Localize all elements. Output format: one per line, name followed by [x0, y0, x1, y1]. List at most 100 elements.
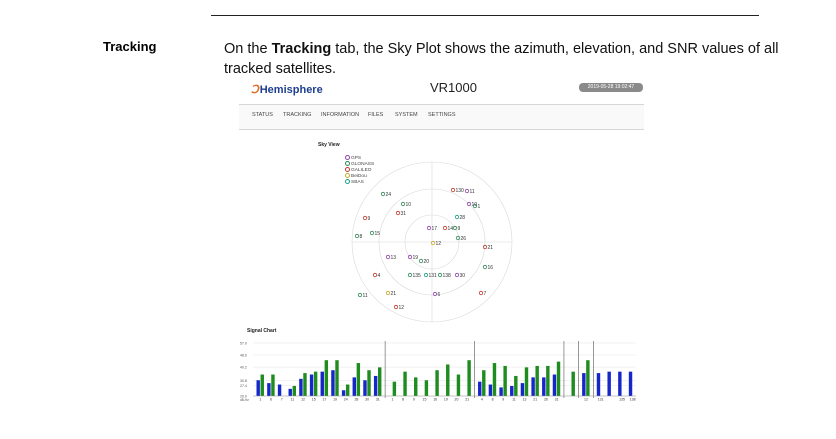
signal-bar-primary[interactable] [288, 388, 292, 396]
signal-bar-secondary[interactable] [356, 363, 361, 396]
signal-bar-primary[interactable] [277, 384, 282, 396]
signal-bar-secondary[interactable] [492, 363, 497, 396]
satellite-marker[interactable]: 130 [450, 187, 464, 194]
signal-bar-secondary[interactable] [424, 380, 429, 396]
signal-bar-primary[interactable] [628, 371, 633, 396]
signal-bar-primary[interactable] [488, 384, 493, 396]
signal-bar-secondary[interactable] [292, 385, 296, 396]
legend-beidou[interactable]: BeiDou [345, 173, 374, 179]
signal-bar-secondary[interactable] [546, 365, 550, 396]
signal-bar-secondary[interactable] [392, 381, 397, 396]
signal-bar-primary[interactable] [552, 374, 557, 396]
signal-bar-secondary[interactable] [535, 365, 539, 396]
nav-information[interactable]: INFORMATION [321, 112, 360, 118]
satellite-marker[interactable]: 26 [455, 235, 466, 242]
signal-bar-secondary[interactable] [556, 361, 561, 396]
signal-bar-primary[interactable] [320, 371, 324, 396]
satellite-marker[interactable]: 19 [407, 254, 418, 261]
signal-bar-secondary[interactable] [367, 370, 371, 396]
nav-settings[interactable]: SETTINGS [428, 112, 456, 118]
signal-bar-secondary[interactable] [482, 370, 486, 396]
satellite-marker[interactable]: 21 [482, 244, 493, 251]
signal-bar-secondary[interactable] [324, 360, 329, 396]
device-title: VR1000 [430, 80, 477, 95]
signal-bar-primary[interactable] [352, 377, 356, 396]
satellite-marker[interactable]: 12 [393, 304, 404, 311]
satellite-marker[interactable]: 30 [454, 272, 465, 279]
satellite-marker[interactable]: 13 [385, 254, 396, 261]
satellite-marker[interactable]: 16 [482, 264, 493, 271]
satellite-marker[interactable]: 12 [430, 240, 441, 247]
signal-bar-primary[interactable] [267, 383, 271, 396]
legend-gps[interactable]: GPS [345, 155, 374, 161]
satellite-marker[interactable]: 19 [466, 201, 477, 208]
legend-sbas[interactable]: SBAS [345, 179, 374, 185]
signal-bar-secondary[interactable] [345, 384, 350, 396]
satellite-marker[interactable]: 138 [437, 272, 451, 279]
legend-glonass[interactable]: GLONASS [345, 161, 374, 167]
signal-bar-secondary[interactable] [313, 371, 318, 396]
satellite-marker[interactable]: 6 [432, 291, 441, 298]
signal-bar-primary[interactable] [596, 373, 601, 396]
nav-status[interactable]: STATUS [252, 112, 273, 118]
signal-bar-primary[interactable] [478, 381, 482, 396]
signal-bar-secondary[interactable] [446, 364, 450, 396]
signal-bar-secondary[interactable] [260, 374, 264, 396]
nav-tracking[interactable]: TRACKING [283, 112, 312, 118]
satellite-marker[interactable]: 21 [385, 290, 396, 297]
signal-bar-primary[interactable] [582, 373, 586, 396]
satellite-marker[interactable]: 131 [423, 272, 437, 279]
hemisphere-logo[interactable]: ↃHemisphere [251, 83, 323, 96]
satellite-marker[interactable]: 135 [407, 272, 421, 279]
signal-bar-secondary[interactable] [524, 367, 529, 396]
signal-bar-primary[interactable] [510, 385, 514, 396]
satellite-marker[interactable]: 7 [478, 290, 487, 297]
satellite-marker[interactable]: 8 [354, 233, 363, 240]
signal-bar-secondary[interactable] [467, 360, 471, 396]
signal-bar-secondary[interactable] [414, 377, 418, 396]
signal-bar-primary[interactable] [531, 377, 535, 396]
signal-bar-secondary[interactable] [456, 374, 461, 396]
satellite-marker[interactable]: 14 [442, 225, 453, 232]
nav-files[interactable]: FILES [368, 112, 384, 118]
signal-bar-secondary[interactable] [303, 373, 307, 396]
satellite-marker[interactable]: 9 [452, 225, 461, 232]
satellite-marker[interactable]: 10 [400, 201, 411, 208]
signal-bar-primary[interactable] [363, 380, 367, 396]
signal-bar-secondary[interactable] [335, 360, 339, 396]
signal-bar-primary[interactable] [618, 371, 622, 396]
signal-bar-primary[interactable] [341, 390, 346, 396]
signal-bar-secondary[interactable] [514, 375, 518, 396]
signal-bar-secondary[interactable] [503, 365, 507, 396]
satellite-marker[interactable]: 4 [372, 272, 381, 279]
satellite-marker[interactable]: 24 [380, 191, 391, 198]
signal-bar-primary[interactable] [256, 380, 260, 396]
signal-bar-secondary[interactable] [377, 367, 382, 396]
nav-system[interactable]: SYSTEM [395, 112, 418, 118]
satellite-marker[interactable]: 1 [472, 203, 481, 210]
satellite-marker[interactable]: 20 [418, 258, 429, 265]
satellite-marker[interactable]: 28 [454, 214, 465, 221]
signal-bar-primary[interactable] [499, 387, 503, 396]
signal-bar-secondary[interactable] [435, 370, 439, 396]
signal-bar-primary[interactable] [309, 374, 314, 396]
signal-bar-primary[interactable] [542, 377, 546, 396]
satellite-marker[interactable]: 11 [464, 188, 475, 195]
satellite-marker[interactable]: 31 [395, 210, 406, 217]
satellite-marker[interactable]: 9 [362, 215, 371, 222]
signal-bar-secondary[interactable] [271, 374, 275, 396]
satellite-marker[interactable]: 11 [357, 292, 368, 299]
signal-bar-secondary[interactable] [403, 371, 407, 396]
signal-bar-primary[interactable] [520, 383, 525, 396]
signal-bar-secondary[interactable] [586, 360, 590, 396]
signal-bar-primary[interactable] [331, 370, 335, 396]
para-suffix: tab, the Sky Plot shows the azimuth, ele… [224, 41, 779, 77]
satellite-marker[interactable]: 15 [369, 230, 380, 237]
satellite-marker[interactable]: 17 [426, 225, 437, 232]
legend-galileo[interactable]: GALILEO [345, 167, 374, 173]
satellite-dot [423, 272, 429, 278]
signal-bar-secondary[interactable] [571, 371, 575, 396]
signal-bar-primary[interactable] [607, 371, 611, 396]
signal-bar-primary[interactable] [373, 375, 378, 396]
signal-bar-primary[interactable] [299, 378, 303, 396]
